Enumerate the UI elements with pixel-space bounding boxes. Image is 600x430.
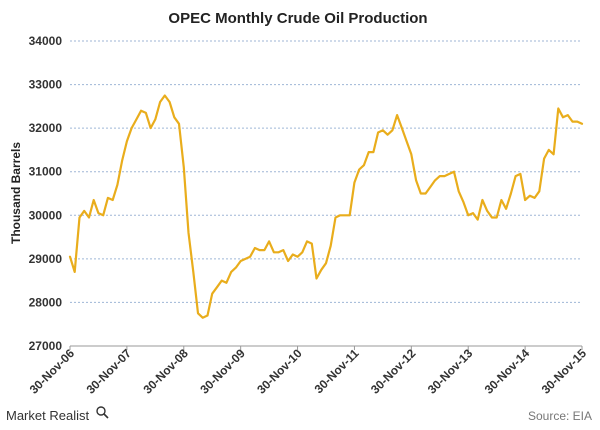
x-axis-ticks: 30-Nov-06 30-Nov-07 30-Nov-08 30-Nov-09 30-N… [27,346,590,397]
y-axis-label: Thousand Barrels [9,142,23,244]
x-tick-label: 30-Nov-14 [482,346,533,397]
x-tick-label: 30-Nov-07 [84,346,135,397]
y-tick-label: 28000 [29,295,63,309]
source-note: Source: EIA [528,409,592,423]
y-tick-label: 31000 [29,165,63,179]
x-tick-label: 30-Nov-09 [197,346,248,397]
y-tick-label: 30000 [29,208,63,222]
gridlines [70,40,582,303]
y-tick-label: 34000 [29,34,63,48]
chart-title: OPEC Monthly Crude Oil Production [168,10,427,27]
production-series-line [68,94,584,319]
x-tick-label: 30-Nov-10 [254,346,305,397]
x-tick-label: 30-Nov-08 [140,346,191,397]
y-tick-label: 29000 [29,252,63,266]
x-tick-label: 30-Nov-06 [27,346,78,397]
magnifier-handle [103,413,109,419]
y-tick-label: 33000 [29,78,63,92]
y-tick-label: 27000 [29,339,63,353]
x-tick-label: 30-Nov-13 [425,346,476,397]
y-tick-label: 32000 [29,121,63,135]
x-tick-label: 30-Nov-15 [539,346,590,397]
y-axis-ticks: 27000 28000 29000 30000 31000 32000 33000 34000 [29,34,63,353]
x-tick-label: 30-Nov-11 [312,346,362,396]
x-tick-label: 30-Nov-12 [368,346,419,397]
brand-name: Market Realist [6,408,89,423]
magnifier-icon [96,406,106,416]
brand-logo: Market Realist [6,406,109,423]
